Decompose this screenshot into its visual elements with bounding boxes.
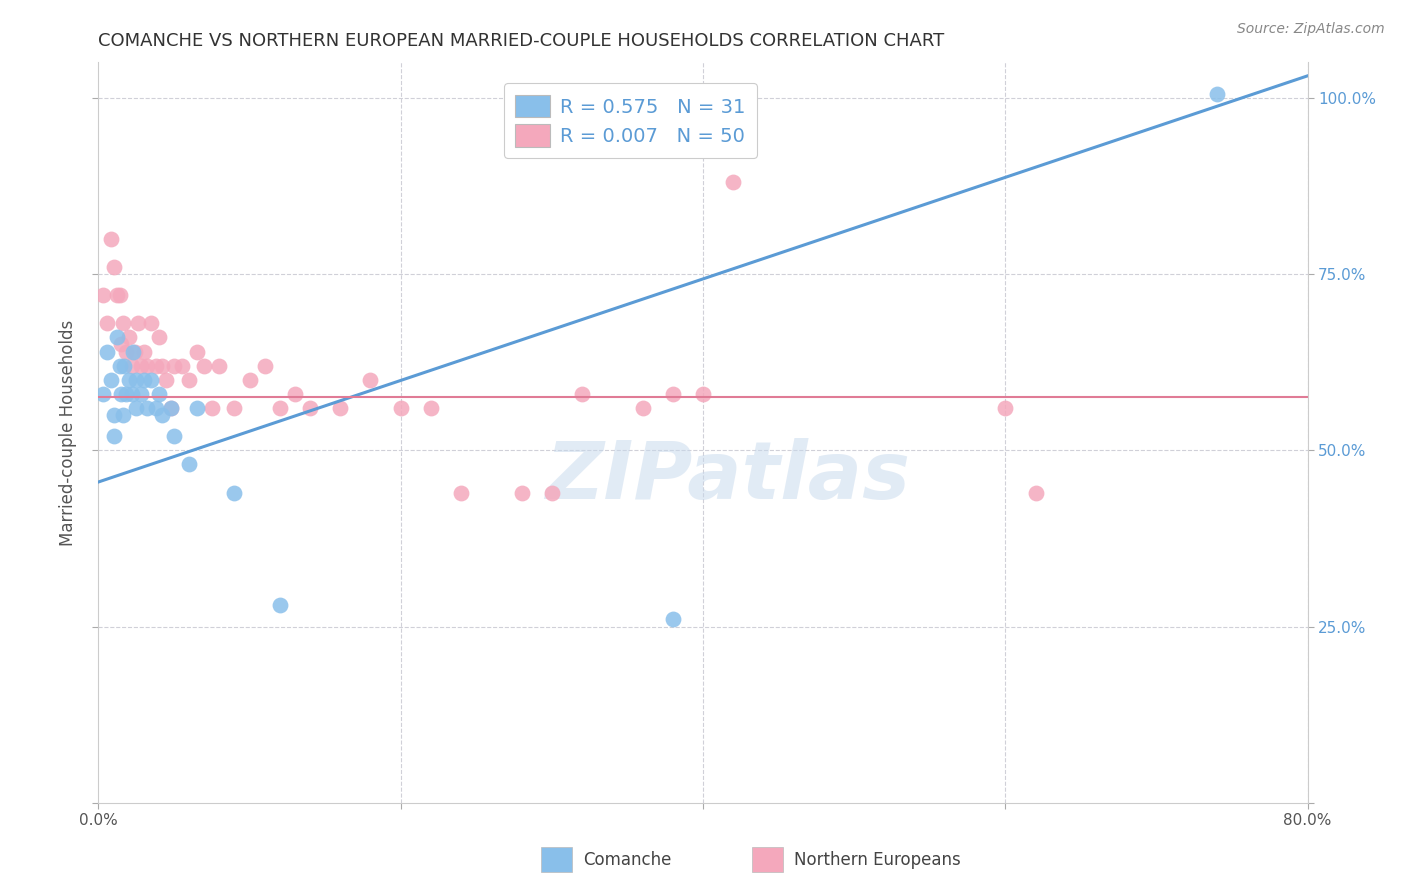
Point	[450, 485, 472, 500]
Point	[129, 359, 152, 373]
Text: ZIPatlas: ZIPatlas	[544, 438, 910, 516]
Point	[1024, 485, 1046, 500]
Point	[91, 288, 114, 302]
Point	[118, 330, 141, 344]
Point	[103, 408, 125, 422]
Point	[193, 359, 215, 373]
Point	[108, 288, 131, 302]
Point	[224, 485, 246, 500]
Point	[179, 458, 201, 472]
Point	[96, 344, 118, 359]
Point	[150, 359, 173, 373]
Point	[110, 387, 132, 401]
Point	[186, 344, 208, 359]
Point	[132, 344, 155, 359]
Point	[111, 408, 134, 422]
Point	[723, 175, 745, 189]
Point	[105, 330, 128, 344]
Point	[269, 599, 291, 613]
Point	[125, 401, 148, 415]
Point	[179, 373, 201, 387]
Point	[239, 373, 262, 387]
Point	[125, 373, 148, 387]
Point	[148, 387, 170, 401]
Point	[631, 401, 654, 415]
Point	[389, 401, 412, 415]
Point	[148, 330, 170, 344]
Point	[201, 401, 224, 415]
Point	[329, 401, 352, 415]
Point	[186, 401, 208, 415]
Text: Northern Europeans: Northern Europeans	[794, 851, 962, 869]
Point	[135, 359, 157, 373]
Point	[510, 485, 533, 500]
Text: Comanche: Comanche	[583, 851, 672, 869]
Point	[163, 359, 186, 373]
Point	[108, 359, 131, 373]
Point	[127, 316, 149, 330]
Text: COMANCHE VS NORTHERN EUROPEAN MARRIED-COUPLE HOUSEHOLDS CORRELATION CHART: COMANCHE VS NORTHERN EUROPEAN MARRIED-CO…	[98, 32, 945, 50]
Point	[103, 429, 125, 443]
Point	[114, 344, 136, 359]
Point	[121, 387, 143, 401]
Legend: R = 0.575   N = 31, R = 0.007   N = 50: R = 0.575 N = 31, R = 0.007 N = 50	[503, 83, 758, 158]
Point	[121, 359, 143, 373]
Point	[994, 401, 1017, 415]
Point	[420, 401, 443, 415]
Point	[96, 316, 118, 330]
Point	[103, 260, 125, 274]
Point	[105, 288, 128, 302]
Point	[160, 401, 183, 415]
Point	[170, 359, 193, 373]
Point	[692, 387, 714, 401]
Point	[253, 359, 276, 373]
Point	[661, 387, 683, 401]
Point	[111, 316, 134, 330]
Point	[571, 387, 593, 401]
Point	[114, 387, 136, 401]
Point	[540, 485, 562, 500]
Point	[112, 359, 135, 373]
Point	[110, 337, 132, 351]
Point	[1206, 87, 1229, 102]
Point	[91, 387, 114, 401]
Point	[224, 401, 246, 415]
Point	[141, 316, 163, 330]
Point	[145, 401, 167, 415]
Point	[360, 373, 382, 387]
Point	[100, 232, 122, 246]
Point	[145, 359, 167, 373]
Point	[132, 373, 155, 387]
Point	[100, 373, 122, 387]
Text: Source: ZipAtlas.com: Source: ZipAtlas.com	[1237, 22, 1385, 37]
Point	[661, 612, 683, 626]
Point	[269, 401, 291, 415]
Point	[155, 373, 177, 387]
Point	[284, 387, 307, 401]
Point	[150, 408, 173, 422]
Point	[118, 373, 141, 387]
Point	[299, 401, 322, 415]
Point	[141, 373, 163, 387]
Point	[160, 401, 183, 415]
Point	[163, 429, 186, 443]
Point	[122, 344, 145, 359]
Point	[129, 387, 152, 401]
Point	[124, 344, 146, 359]
Point	[208, 359, 231, 373]
Point	[135, 401, 157, 415]
Y-axis label: Married-couple Households: Married-couple Households	[59, 319, 77, 546]
